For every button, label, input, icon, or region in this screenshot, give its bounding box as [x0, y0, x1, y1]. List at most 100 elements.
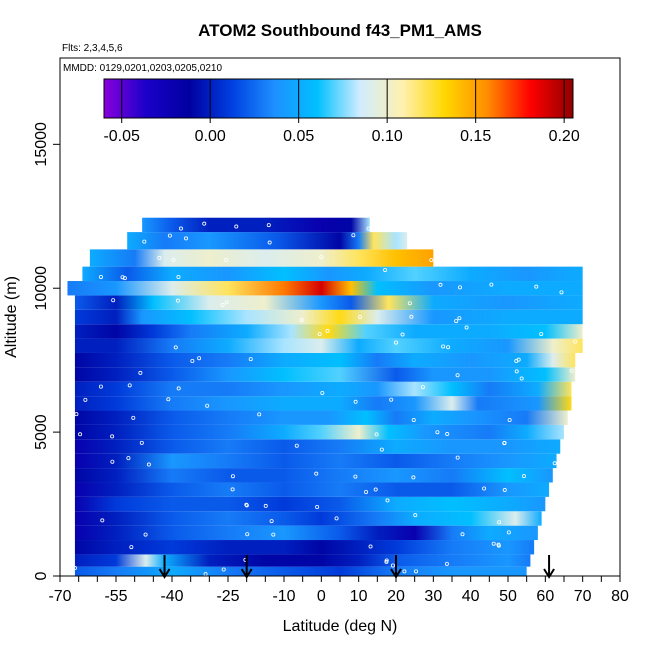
sample-marker — [120, 275, 125, 280]
sample-marker — [373, 487, 378, 492]
sample-marker — [384, 559, 389, 564]
y-tick-label: 0 — [33, 571, 50, 580]
sample-marker — [129, 545, 134, 550]
heatmap-layer — [67, 281, 583, 296]
sample-marker — [411, 417, 416, 422]
sample-marker — [205, 403, 210, 408]
sample-marker — [441, 344, 446, 349]
sample-marker — [516, 357, 521, 362]
sample-marker — [257, 412, 262, 417]
sample-marker — [139, 440, 144, 445]
sample-marker — [534, 284, 539, 289]
sample-marker — [460, 532, 465, 537]
x-tick-label: 80 — [611, 588, 629, 605]
x-tick-label: 10 — [350, 588, 368, 605]
sample-marker — [464, 325, 469, 330]
sample-marker — [394, 340, 399, 345]
sample-marker — [407, 301, 412, 306]
sample-marker — [351, 233, 356, 238]
x-tick-label: 0 — [317, 588, 326, 605]
sample-marker — [502, 440, 507, 445]
sample-marker — [263, 503, 268, 508]
sample-marker — [176, 274, 181, 279]
sample-marker — [110, 434, 115, 439]
heatmap-layer — [74, 511, 542, 526]
colorbar-tick-label: 0.10 — [372, 128, 403, 145]
sample-marker — [353, 399, 358, 404]
sample-marker — [224, 258, 229, 263]
sample-marker — [269, 519, 274, 524]
sample-marker — [457, 316, 462, 321]
sample-marker — [414, 569, 419, 574]
sample-marker — [374, 432, 379, 437]
sample-marker — [368, 544, 373, 549]
heatmap-layer — [74, 338, 583, 353]
sample-marker — [131, 415, 136, 420]
sample-marker — [385, 498, 390, 503]
sample-marker — [411, 475, 416, 480]
colorbar — [103, 78, 574, 119]
heatmap-layer — [127, 232, 408, 250]
y-tick-label: 10000 — [33, 266, 50, 311]
sample-marker — [491, 541, 496, 546]
sample-marker — [446, 345, 451, 350]
sample-marker — [552, 461, 557, 466]
sample-marker — [482, 486, 487, 491]
colorbar-ticks: -0.05 0.00 0.05 0.10 0.15 0.20 — [103, 79, 580, 145]
sample-marker — [455, 455, 460, 460]
sample-marker — [429, 258, 434, 263]
sample-marker — [166, 397, 171, 402]
x-tick-label: 50 — [499, 588, 517, 605]
sample-marker — [167, 233, 172, 238]
heatmap-layer — [74, 410, 568, 425]
chart-title: ATOM2 Southbound f43_PM1_AMS — [198, 21, 482, 40]
x-tick-label: 20 — [387, 588, 405, 605]
sample-marker — [379, 447, 384, 452]
sample-marker — [314, 471, 319, 476]
x-axis: -70 -55 -40 -25 -10 0 10 20 30 40 50 60 70 80 — [48, 576, 629, 605]
sample-marker — [146, 462, 151, 467]
heatmap-layer — [74, 424, 564, 440]
sample-markers — [72, 221, 578, 576]
heatmap-layer — [74, 439, 561, 454]
heatmap-layer — [74, 525, 538, 541]
x-tick-label: 40 — [462, 588, 480, 605]
sample-marker — [173, 345, 178, 350]
sample-marker — [234, 224, 239, 229]
sample-marker — [184, 236, 189, 241]
y-axis: 0 5000 10000 15000 — [33, 122, 60, 580]
heatmap-layer — [74, 540, 535, 555]
heatmap-layer — [74, 468, 553, 483]
sample-marker — [221, 567, 226, 572]
sample-marker — [197, 356, 202, 361]
sample-marker — [390, 563, 395, 568]
sample-marker — [420, 385, 425, 390]
sample-marker — [353, 474, 358, 479]
sample-marker — [126, 456, 131, 461]
sample-marker — [438, 282, 443, 287]
sample-marker — [202, 221, 207, 226]
heatmap-cells — [67, 217, 583, 576]
sample-marker — [383, 267, 388, 272]
sample-marker — [78, 432, 83, 437]
sample-marker — [244, 502, 249, 507]
sample-marker — [496, 543, 501, 548]
sample-marker — [245, 532, 250, 537]
sample-marker — [364, 489, 369, 494]
heatmap-layer — [74, 381, 572, 397]
sample-marker — [413, 513, 418, 518]
sample-marker — [294, 443, 299, 448]
heatmap-layer — [74, 496, 546, 512]
sample-marker — [320, 390, 325, 395]
heatmap-layer — [142, 217, 370, 233]
sample-marker — [98, 384, 103, 389]
sample-marker — [248, 357, 253, 362]
heatmap-layer — [74, 482, 550, 497]
flights-note: Flts: 2,3,4,5,6 — [62, 43, 123, 54]
sample-marker — [122, 276, 127, 281]
sample-marker — [72, 566, 77, 571]
sample-marker — [502, 488, 507, 493]
sample-marker — [111, 298, 116, 303]
heatmap-layer — [74, 309, 583, 325]
